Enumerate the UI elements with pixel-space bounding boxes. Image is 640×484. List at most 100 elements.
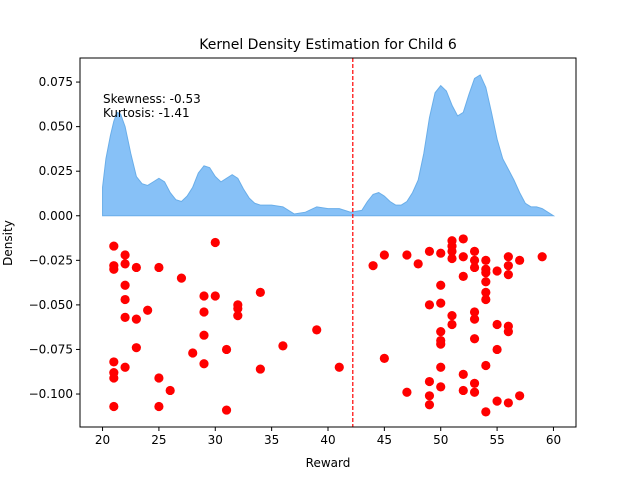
data-point xyxy=(424,391,435,401)
data-point xyxy=(447,246,457,257)
data-point xyxy=(233,310,243,321)
data-point xyxy=(131,343,141,353)
data-point xyxy=(447,310,457,321)
y-tick-label: 0.000 xyxy=(39,209,73,223)
data-point xyxy=(447,319,457,330)
data-point xyxy=(402,387,412,397)
data-point xyxy=(515,391,525,401)
data-point xyxy=(233,303,243,314)
data-point xyxy=(312,325,322,335)
data-point xyxy=(120,362,130,372)
data-point xyxy=(492,344,502,355)
data-point xyxy=(424,300,435,310)
data-point xyxy=(131,314,141,324)
data-point xyxy=(458,271,468,281)
data-point xyxy=(255,364,265,374)
data-point xyxy=(109,264,119,274)
data-point xyxy=(413,259,423,269)
data-point xyxy=(447,253,457,264)
y-tick-label: −0.050 xyxy=(29,298,73,312)
data-point xyxy=(154,262,164,273)
y-tick-label: −0.100 xyxy=(29,387,73,401)
skewness-annotation: Skewness: -0.53 xyxy=(103,92,201,106)
data-point xyxy=(492,266,502,276)
y-tick-label: −0.025 xyxy=(29,253,73,267)
data-point xyxy=(109,241,119,251)
data-point xyxy=(199,359,209,369)
data-point xyxy=(120,259,130,269)
data-point xyxy=(458,252,468,262)
kurtosis-annotation: Kurtosis: -1.41 xyxy=(103,106,190,120)
data-point xyxy=(492,319,502,330)
y-axis-label: Density xyxy=(1,220,15,266)
data-point xyxy=(481,360,491,371)
data-point xyxy=(469,334,480,344)
x-axis-label: Reward xyxy=(306,456,351,470)
data-point xyxy=(436,248,446,258)
data-point xyxy=(436,362,446,372)
data-point xyxy=(165,385,175,396)
data-point xyxy=(120,280,130,290)
x-tick-label: 50 xyxy=(433,433,448,447)
data-point xyxy=(379,250,389,260)
data-point xyxy=(120,250,130,260)
data-point xyxy=(469,246,480,257)
x-tick-label: 40 xyxy=(320,433,335,447)
data-point xyxy=(481,268,491,278)
x-tick-label: 35 xyxy=(264,433,279,447)
data-point xyxy=(210,291,220,301)
x-axis: 20 25 30 35 40 45 50 55 60 xyxy=(95,427,561,447)
data-point xyxy=(379,353,389,363)
y-tick-label: 0.025 xyxy=(39,164,73,178)
kde-area xyxy=(102,74,556,217)
x-tick-label: 30 xyxy=(208,433,223,447)
data-point xyxy=(176,273,187,283)
data-point xyxy=(481,407,491,417)
data-point xyxy=(424,376,435,387)
data-point xyxy=(492,396,502,406)
data-point xyxy=(278,341,288,351)
data-point xyxy=(424,246,435,257)
data-point xyxy=(458,369,468,380)
data-point xyxy=(120,294,130,305)
data-point xyxy=(515,255,525,265)
data-point xyxy=(131,262,141,273)
data-point xyxy=(424,400,435,410)
data-point xyxy=(469,378,480,388)
data-point xyxy=(481,294,491,305)
data-point xyxy=(469,307,480,317)
data-point xyxy=(458,234,468,244)
data-point xyxy=(436,382,446,392)
x-tick-label: 25 xyxy=(151,433,166,447)
data-point xyxy=(188,348,198,358)
data-point xyxy=(503,327,513,337)
data-point xyxy=(469,255,480,265)
data-point xyxy=(221,344,232,355)
y-tick-label: −0.075 xyxy=(29,342,73,356)
data-point xyxy=(503,252,513,262)
x-tick-label: 60 xyxy=(546,433,561,447)
data-point xyxy=(436,280,446,290)
data-point xyxy=(199,330,209,340)
y-axis: −0.100 −0.075 −0.050 −0.025 0.000 0.025 0.050 0… xyxy=(29,75,80,401)
data-point xyxy=(458,385,468,396)
data-point xyxy=(255,287,265,298)
data-point xyxy=(503,261,513,271)
data-point xyxy=(436,339,446,349)
data-point xyxy=(481,255,491,265)
data-point xyxy=(154,401,164,412)
data-point xyxy=(503,398,513,408)
data-point xyxy=(109,357,119,367)
data-point xyxy=(199,307,209,317)
x-tick-label: 20 xyxy=(95,433,110,447)
data-point xyxy=(334,362,344,372)
data-point xyxy=(199,291,209,301)
data-point xyxy=(402,250,412,260)
y-tick-label: 0.050 xyxy=(39,120,73,134)
data-point xyxy=(481,287,491,298)
data-point xyxy=(154,373,164,383)
data-point xyxy=(109,401,119,412)
